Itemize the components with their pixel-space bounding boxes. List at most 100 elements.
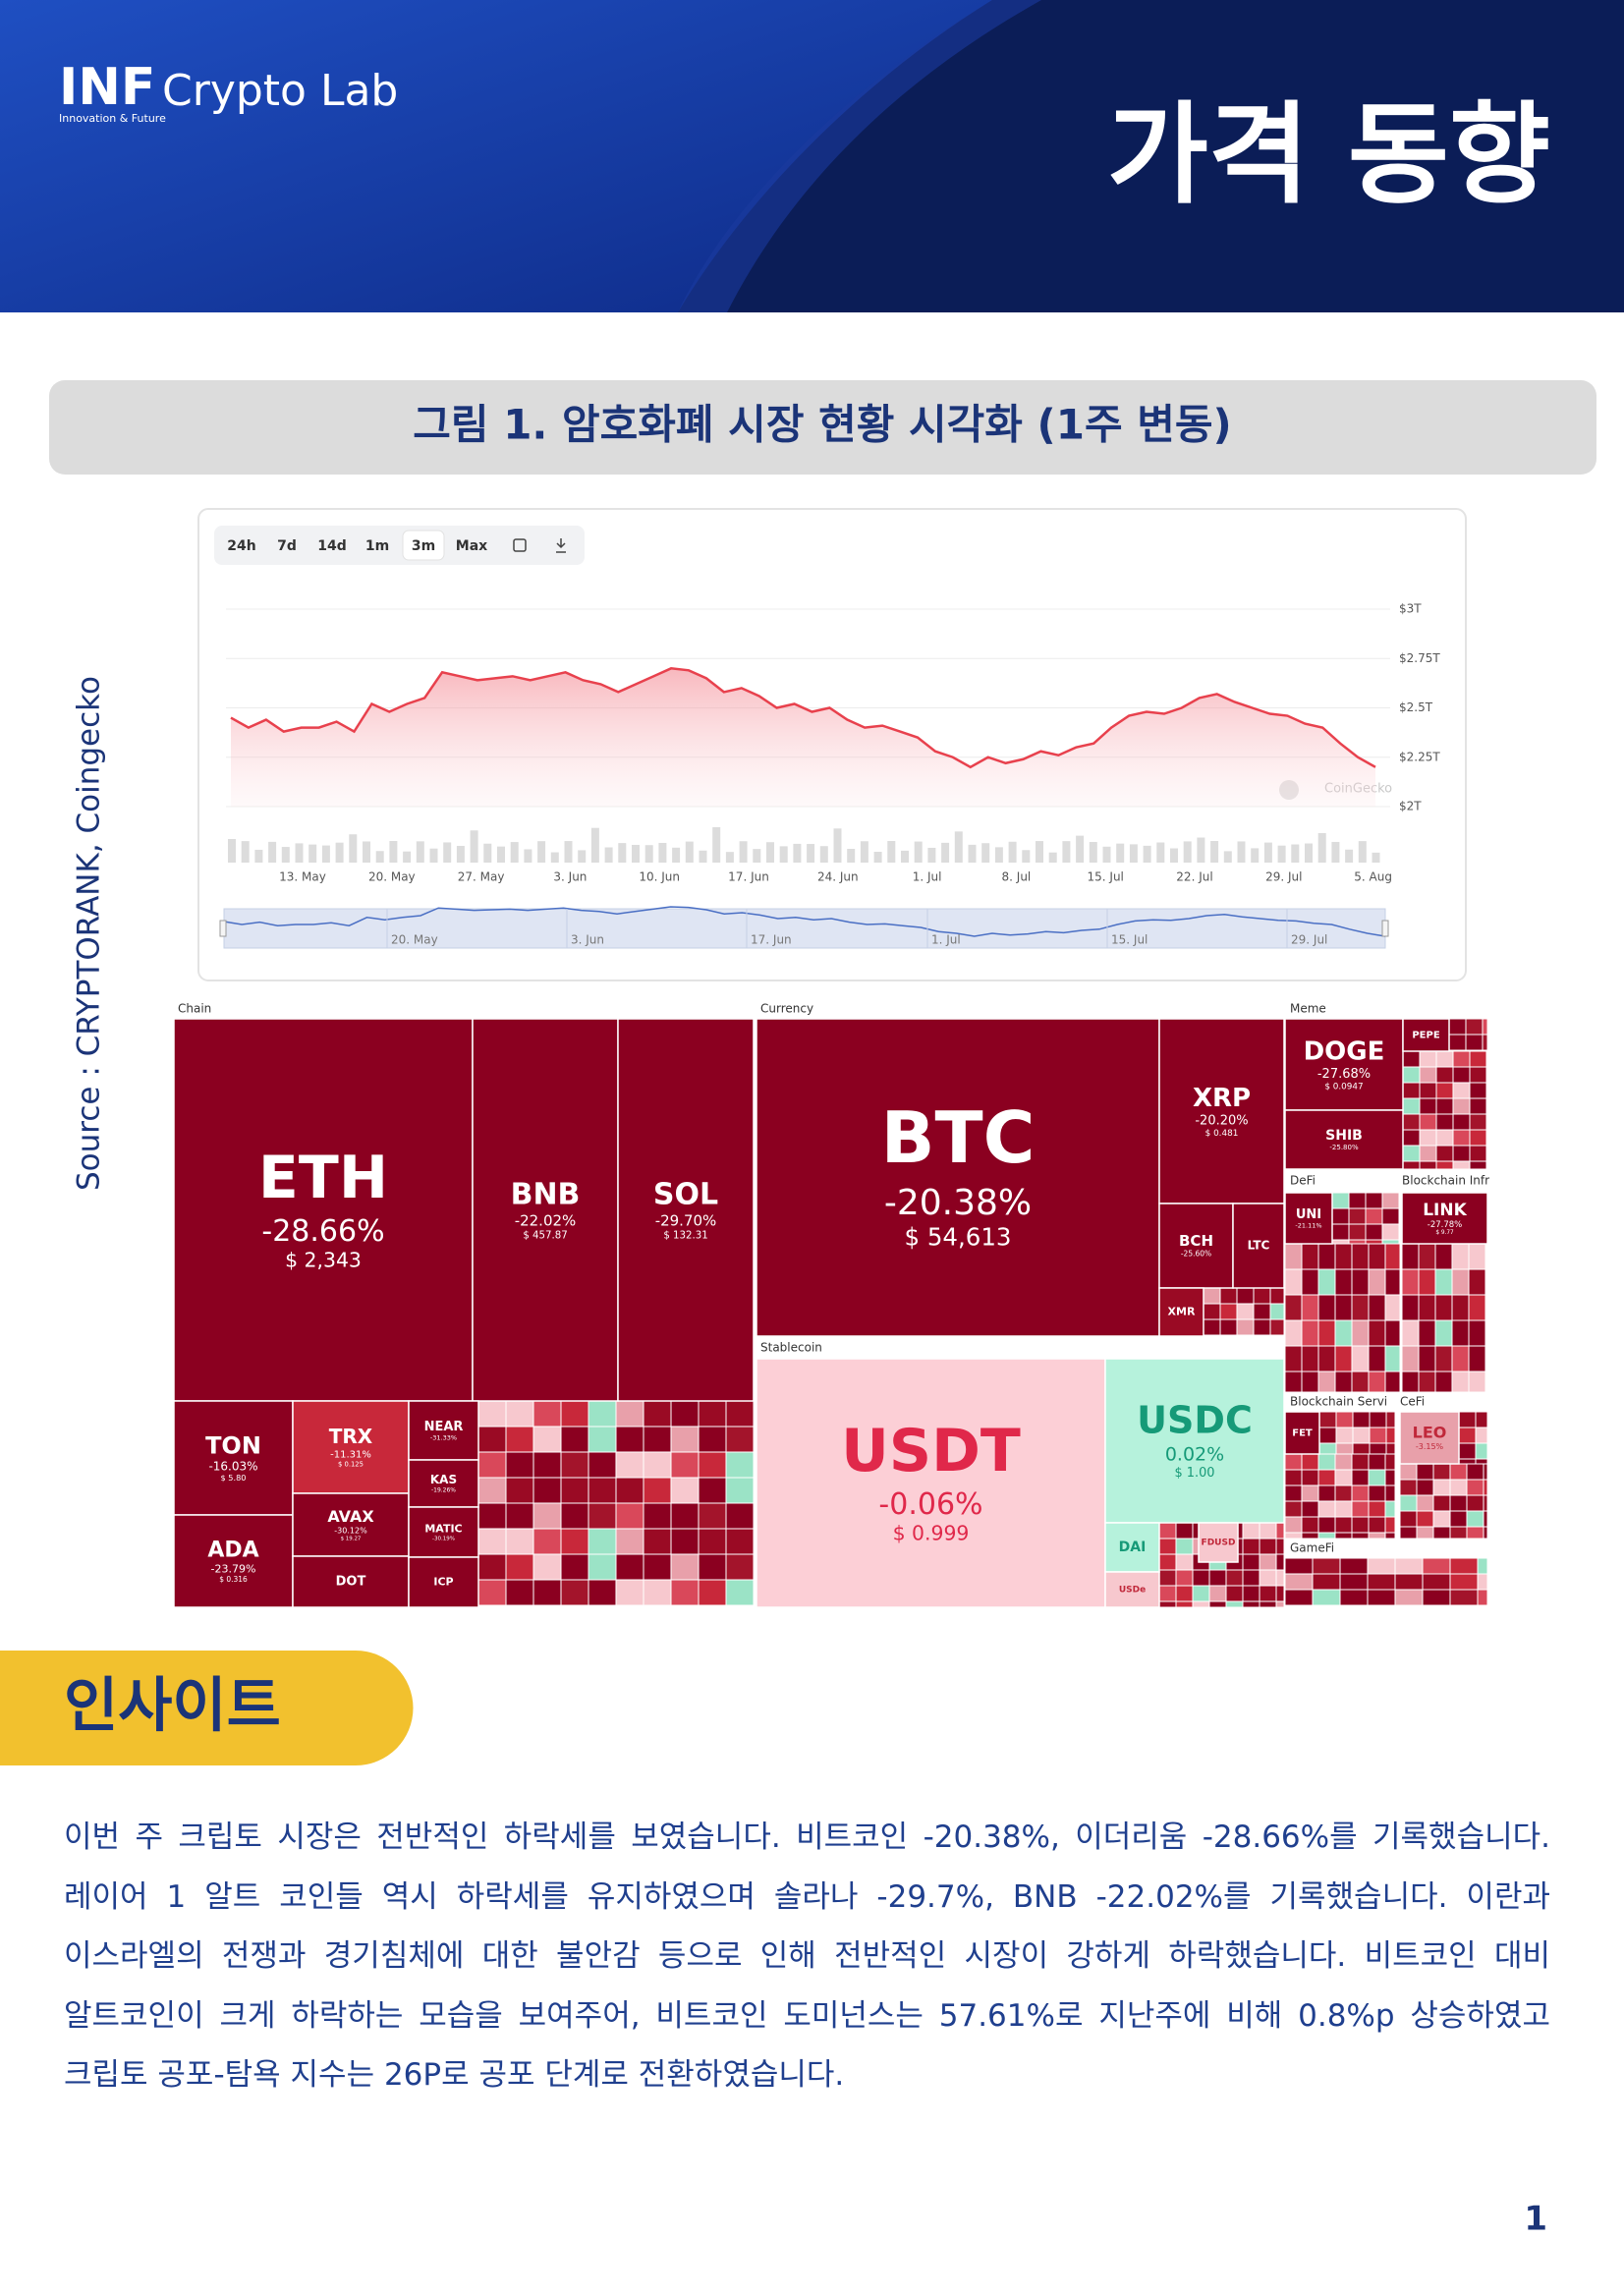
volume-bar	[1197, 837, 1205, 863]
treemap-tile	[1284, 1192, 1333, 1245]
treemap-cell	[1452, 1097, 1471, 1115]
treemap-cell	[1385, 1427, 1396, 1444]
treemap-cell	[615, 1579, 644, 1606]
treemap-cell	[1284, 1516, 1303, 1534]
treemap-cell	[1482, 1034, 1488, 1051]
treemap-cell	[615, 1502, 644, 1530]
volume-bar	[1036, 841, 1043, 863]
treemap-cell	[1418, 1319, 1436, 1347]
treemap-cell	[670, 1451, 700, 1479]
treemap-cell	[670, 1553, 700, 1581]
treemap-cell	[1402, 1066, 1421, 1084]
timeframe-button[interactable]: 24h	[227, 538, 255, 554]
volume-bar	[1156, 842, 1165, 863]
x-tick-label: 27. May	[458, 870, 505, 884]
treemap-cell	[1208, 1600, 1227, 1608]
treemap-cell	[1469, 1145, 1487, 1162]
treemap-cell	[588, 1400, 617, 1428]
treemap-cell	[1284, 1243, 1303, 1270]
treemap-cell	[1331, 1207, 1350, 1225]
timeframe-button[interactable]: 3m	[412, 538, 435, 554]
treemap-cell	[1449, 1479, 1468, 1496]
timeframe-button[interactable]: 1m	[365, 538, 389, 554]
treemap-cell	[1301, 1243, 1319, 1270]
navigator-label: 20. May	[391, 933, 438, 947]
tile-change: -28.66%	[261, 1214, 384, 1249]
volume-bar	[604, 847, 613, 863]
treemap-cell	[1475, 1427, 1488, 1444]
tile-change: -16.03%	[208, 1460, 257, 1474]
treemap-cell	[1458, 1442, 1477, 1460]
volume-bar	[1345, 849, 1354, 863]
volume-bar	[510, 842, 519, 863]
treemap-cell	[1483, 1494, 1488, 1512]
tile-label: NEAR	[424, 1420, 464, 1434]
treemap-cell	[1432, 1479, 1451, 1496]
treemap-cell	[1458, 1411, 1477, 1428]
treemap-cell	[1384, 1345, 1401, 1372]
treemap-cell	[615, 1451, 644, 1479]
treemap-cell	[1418, 1268, 1436, 1296]
tile-change: -0.06%	[878, 1487, 982, 1522]
insight-line: 크립토 공포-탐욕 지수는 26P로 공포 단계로 전환하였습니다.	[64, 2057, 845, 2093]
treemap-cell	[1334, 1319, 1353, 1347]
treemap-cell	[1475, 1411, 1488, 1428]
calendar-icon	[513, 538, 527, 552]
volume-bar	[1251, 848, 1260, 863]
volume-bar	[375, 851, 384, 863]
treemap-cell	[1401, 1371, 1420, 1393]
treemap-cell	[505, 1477, 534, 1504]
treemap-cell	[1401, 1345, 1420, 1372]
treemap-cell	[1399, 1526, 1418, 1540]
volume-bar	[994, 847, 1003, 863]
treemap-cell	[1418, 1371, 1436, 1393]
timeframe-button[interactable]: Max	[456, 538, 487, 554]
treemap-cell	[1399, 1510, 1418, 1528]
treemap-cell	[725, 1451, 755, 1479]
timeframe-button[interactable]: 14d	[317, 538, 347, 554]
treemap-cell	[505, 1579, 534, 1606]
treemap-cell	[1434, 1268, 1453, 1296]
treemap-cell	[1334, 1243, 1353, 1270]
treemap-cell	[1368, 1469, 1386, 1486]
treemap-cell	[698, 1528, 727, 1555]
tile-label: DOT	[336, 1575, 366, 1590]
volume-bar	[766, 842, 774, 863]
treemap-cell	[1468, 1268, 1486, 1296]
treemap-cell	[1422, 1589, 1451, 1606]
treemap-cell	[1466, 1510, 1484, 1528]
treemap-cell	[1317, 1243, 1336, 1270]
tile-label: LTC	[1248, 1239, 1270, 1253]
treemap-cell	[1402, 1097, 1421, 1115]
treemap-cell	[1435, 1066, 1454, 1084]
treemap-cell	[643, 1528, 672, 1555]
treemap-cell	[1434, 1319, 1453, 1347]
treemap-cell	[1203, 1318, 1221, 1336]
treemap-cell	[1419, 1082, 1437, 1099]
tile-price: $ 457.87	[523, 1230, 567, 1241]
treemap-cell	[1365, 1192, 1383, 1209]
treemap-cell	[1466, 1463, 1484, 1481]
section-label: Meme	[1290, 1002, 1326, 1016]
treemap-cell	[477, 1400, 507, 1428]
treemap-cell	[1275, 1585, 1285, 1602]
treemap-tile	[1284, 1018, 1404, 1111]
treemap-cell	[1452, 1050, 1471, 1068]
treemap-tile	[408, 1506, 479, 1558]
timeframe-bar	[214, 526, 585, 565]
volume-bar	[1116, 843, 1125, 863]
navigator-line	[223, 906, 1386, 937]
timeframe-button[interactable]: 7d	[277, 538, 297, 554]
treemap-cell	[1451, 1319, 1470, 1347]
treemap-cell	[1225, 1585, 1244, 1602]
treemap-cell	[1368, 1268, 1386, 1296]
insight-line: 이번 주 크립토 시장은 전반적인 하락세를 보였습니다. 비트코인 -20.3…	[64, 1820, 1550, 1855]
treemap-cell	[1451, 1371, 1470, 1393]
treemap-cell	[1158, 1538, 1177, 1555]
treemap-cell	[1451, 1268, 1470, 1296]
treemap-cell	[1219, 1318, 1238, 1336]
treemap-cell	[1259, 1538, 1277, 1555]
treemap-cell	[1435, 1097, 1454, 1115]
volume-bar	[281, 847, 290, 863]
volume-bar	[578, 850, 587, 863]
